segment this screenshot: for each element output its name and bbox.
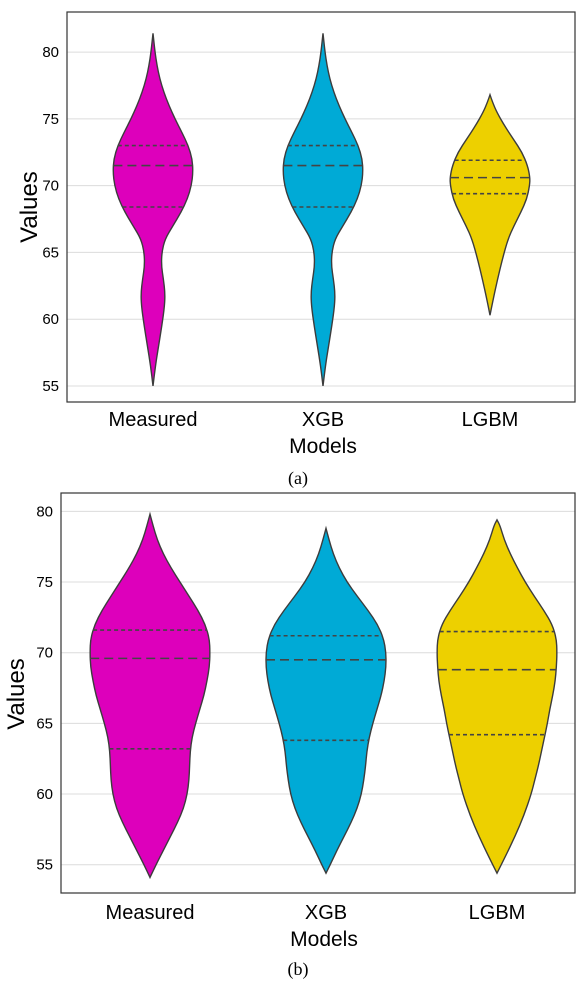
y-tick-label: 80 <box>36 503 53 520</box>
y-ticks-a: 55 60 65 70 75 80 <box>42 44 59 395</box>
x-ticks-a: Measured XGB LGBM <box>109 409 519 431</box>
y-tick-label: 65 <box>36 715 53 732</box>
y-tick-label: 55 <box>42 378 59 395</box>
violins-a <box>112 33 531 387</box>
x-tick-label: LGBM <box>462 409 519 431</box>
y-tick-label: 55 <box>36 857 53 874</box>
panel-a: 55 60 65 70 75 80 Measured XGB LGBM Values Mode… <box>16 11 576 489</box>
x-tick-label: Measured <box>106 902 195 924</box>
y-tick-label: 60 <box>42 311 59 328</box>
violin-xgb <box>265 525 387 875</box>
y-ticks-b: 55 60 65 70 75 80 <box>36 503 53 873</box>
violin-measured <box>112 33 194 387</box>
plot-frame-b <box>60 492 576 894</box>
y-tick-label: 65 <box>42 244 59 261</box>
x-tick-label: XGB <box>302 409 344 431</box>
x-axis-label-a: Models <box>289 435 357 458</box>
y-axis-label-b: Values <box>3 658 30 730</box>
y-tick-label: 70 <box>42 178 59 195</box>
x-axis-label-b: Models <box>290 928 358 951</box>
x-tick-label: LGBM <box>469 902 526 924</box>
x-tick-label: XGB <box>305 902 347 924</box>
x-tick-label: Measured <box>109 409 198 431</box>
violin-lgbm <box>436 518 558 875</box>
violin-xgb <box>282 33 364 387</box>
y-tick-label: 60 <box>36 786 53 803</box>
y-axis-label-a: Values <box>16 171 43 243</box>
panel-caption-b: (b) <box>288 959 309 980</box>
violin-measured <box>89 511 211 880</box>
y-tick-label: 70 <box>36 645 53 662</box>
panel-caption-a: (a) <box>288 468 308 489</box>
x-ticks-b: Measured XGB LGBM <box>106 902 526 924</box>
violin-lgbm <box>449 92 531 316</box>
y-tick-label: 80 <box>42 44 59 61</box>
plot-frame-a <box>66 11 576 403</box>
y-tick-label: 75 <box>36 574 53 591</box>
panel-b: 55 60 65 70 75 80 Measured XGB LGBM Values Mode… <box>3 492 576 980</box>
violins-b <box>89 511 558 880</box>
y-tick-label: 75 <box>42 111 59 128</box>
